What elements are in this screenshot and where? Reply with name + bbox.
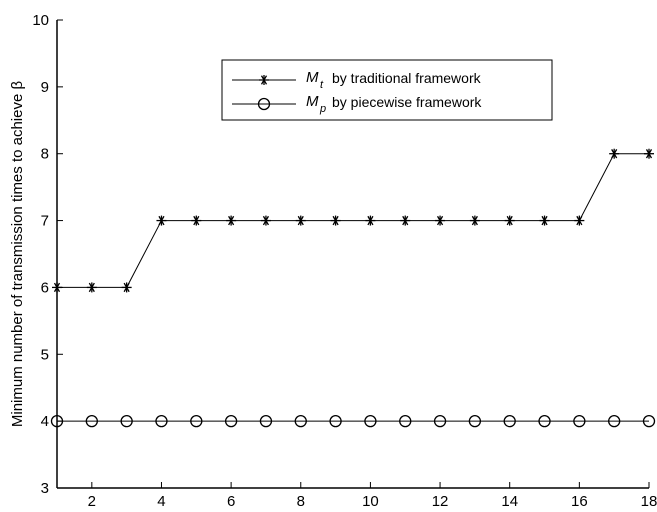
- data-point: [259, 414, 273, 428]
- legend-symbol-p: M: [306, 93, 319, 110]
- data-point: [155, 414, 168, 428]
- legend-symbol-t: M: [306, 69, 319, 86]
- series-p: [50, 414, 656, 428]
- x-tick-label: 16: [571, 493, 588, 510]
- data-point: [468, 414, 482, 428]
- x-tick-label: 8: [297, 493, 305, 510]
- legend-subscript-p: p: [319, 103, 326, 115]
- data-point: [85, 414, 98, 428]
- legend-box: [221, 59, 553, 121]
- y-tick-label: 4: [41, 413, 49, 430]
- data-point: [156, 215, 167, 226]
- y-tick-label: 8: [41, 146, 49, 163]
- y-tick-label: 6: [41, 279, 49, 296]
- data-point: [365, 215, 376, 226]
- y-tick-label: 7: [41, 213, 49, 230]
- data-point: [609, 148, 620, 159]
- legend-marker-p: [257, 97, 271, 111]
- data-point: [330, 215, 341, 226]
- x-tick-label: 2: [88, 493, 96, 510]
- x-tick-label: 6: [227, 493, 235, 510]
- data-point: [608, 414, 621, 428]
- y-axis-label: Minimum number of transmission times to …: [9, 81, 26, 428]
- data-point: [469, 215, 480, 226]
- x-tick-label: 12: [432, 493, 449, 510]
- legend-subscript-t: t: [320, 79, 324, 91]
- data-point: [399, 414, 412, 428]
- data-point: [295, 215, 306, 226]
- data-point: [539, 215, 550, 226]
- data-point: [433, 414, 447, 428]
- x-tick-label: 18: [641, 493, 657, 510]
- data-point: [50, 414, 64, 428]
- data-point: [574, 215, 585, 226]
- data-point: [86, 282, 97, 293]
- data-point: [435, 215, 446, 226]
- data-point: [644, 148, 654, 159]
- x-tick-label: 14: [501, 493, 518, 510]
- series-t: [52, 148, 654, 293]
- data-point: [226, 215, 237, 226]
- y-tick-label: 3: [41, 480, 49, 497]
- series-line-t: [57, 153, 649, 288]
- data-point: [294, 414, 307, 428]
- data-point: [364, 414, 377, 428]
- legend-marker-t: [259, 75, 269, 85]
- series-layer: [50, 148, 656, 428]
- y-tick-label: 9: [41, 79, 49, 96]
- data-point: [400, 215, 411, 226]
- data-point: [121, 282, 132, 293]
- data-point: [190, 414, 203, 428]
- data-point: [538, 414, 551, 428]
- x-tick-label: 4: [157, 493, 165, 510]
- x-tick-label: 10: [362, 493, 379, 510]
- y-tick-label: 5: [41, 346, 49, 363]
- data-point: [224, 414, 238, 428]
- data-point: [642, 414, 656, 428]
- data-point: [504, 215, 515, 226]
- axes: 3 4 5 6 7 8 9 10 2 4 6 8 10 12 14 16 18: [32, 12, 657, 510]
- data-point: [120, 414, 133, 428]
- legend-label-t: by traditional framework: [332, 70, 482, 86]
- legend-label-p: by piecewise framework: [332, 94, 482, 110]
- data-point: [260, 215, 271, 226]
- data-point: [329, 414, 342, 428]
- data-point: [52, 282, 62, 293]
- data-point: [503, 414, 516, 428]
- y-tick-label: 10: [32, 12, 49, 29]
- data-point: [191, 215, 202, 226]
- data-point: [573, 414, 586, 428]
